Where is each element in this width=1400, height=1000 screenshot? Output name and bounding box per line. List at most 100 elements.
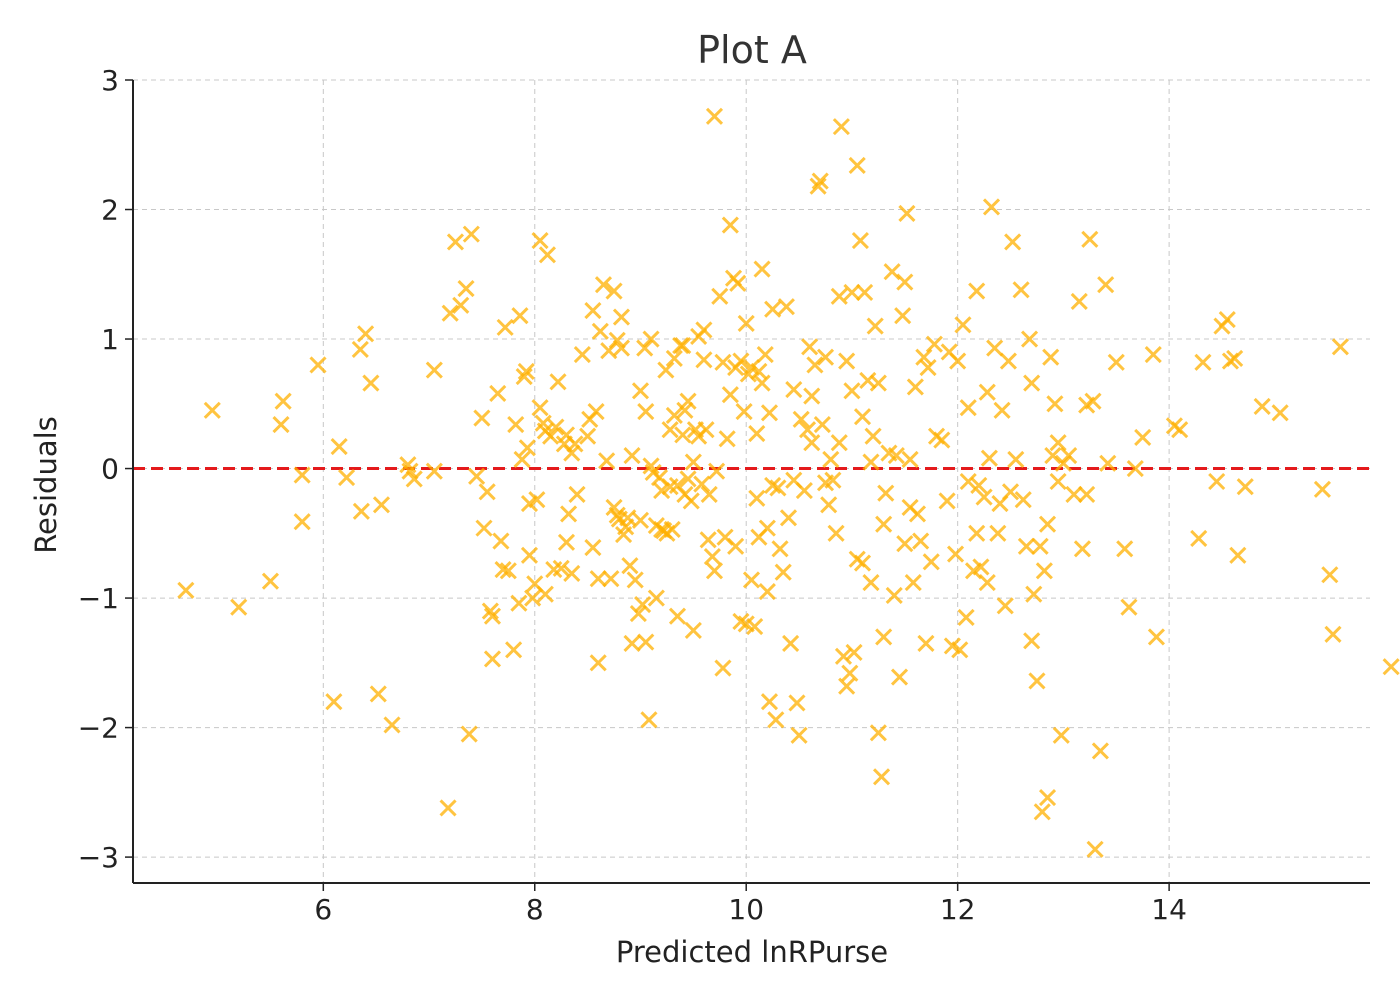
scatter-point (700, 485, 718, 504)
scatter-point (721, 386, 739, 404)
scatter-point (640, 711, 658, 729)
scatter-point (705, 107, 724, 125)
scatter-point (665, 349, 683, 368)
scatter-point (679, 470, 697, 488)
scatter-point (898, 204, 916, 222)
scatter-point (1065, 485, 1083, 504)
scatter-point (589, 654, 607, 672)
scatter-point (441, 304, 459, 322)
scatter-point (505, 641, 523, 659)
scatter-point (513, 450, 531, 469)
scatter-point (631, 382, 650, 400)
scatter-point (993, 401, 1011, 419)
scatter-point (357, 325, 375, 343)
scatter-point (834, 647, 853, 665)
scatter-point (272, 415, 290, 434)
scatter-point (830, 287, 848, 305)
scatter-point (579, 427, 597, 445)
scatter-point (760, 693, 779, 711)
scatter-point (1001, 483, 1020, 501)
scatter-point (714, 659, 732, 677)
y-axis-title: Residuals (29, 416, 63, 554)
scatter-point (511, 307, 529, 325)
scatter-point (674, 336, 692, 355)
scatter-point (524, 589, 542, 607)
scatter-point (1313, 480, 1331, 498)
y-tick-label: −3 (78, 841, 119, 874)
scatter-point (975, 488, 993, 506)
scatter-point (563, 564, 581, 583)
scatter-point (1218, 311, 1236, 329)
scatter-point (1073, 540, 1091, 558)
scatter-point (309, 356, 327, 374)
scatter-point (457, 279, 475, 298)
scatter-point (1049, 434, 1067, 452)
scatter-point (859, 371, 877, 390)
scatter-point (838, 677, 856, 695)
scatter-point (875, 515, 893, 533)
scatter-point (760, 404, 779, 422)
scatter-point (1107, 353, 1125, 371)
scatter-point (230, 598, 248, 616)
scatter-point (626, 571, 644, 589)
scatter-point (563, 444, 581, 462)
scatter-point (507, 415, 525, 434)
scatter-point (547, 418, 565, 436)
scatter-point (483, 650, 502, 668)
scatter-point (1097, 276, 1115, 294)
scatter-point (999, 352, 1017, 370)
scatter-point (816, 348, 835, 366)
scatter-point (515, 368, 533, 386)
scatter-point (949, 352, 967, 370)
scatter-point (598, 452, 616, 470)
scatter-point (989, 524, 1007, 542)
scatter-point (1099, 454, 1117, 472)
scatter-point (372, 496, 391, 514)
scatter-point (869, 374, 887, 392)
scatter-point (764, 476, 782, 494)
scatter-point (460, 725, 478, 743)
scatter-point (1004, 233, 1022, 251)
scatter-point (637, 403, 655, 421)
scatter-point (1046, 395, 1064, 413)
scatter-point (636, 339, 654, 357)
scatter-point (1007, 450, 1025, 469)
scatter-point (589, 570, 607, 588)
scatter-point (325, 693, 343, 711)
scatter-point (605, 282, 623, 300)
scatter-point (1028, 672, 1046, 690)
scatter-point (980, 449, 998, 467)
scatter-point (824, 471, 842, 489)
scatter-point (845, 643, 863, 662)
scatter-point (682, 492, 700, 510)
scatter-point (587, 403, 605, 421)
scatter-point (756, 346, 774, 364)
scatter-point (703, 548, 721, 566)
scatter-point (705, 562, 724, 580)
scatter-point (510, 594, 528, 612)
scatter-point (518, 439, 536, 457)
scatter-point (972, 558, 990, 576)
scatter-point (896, 535, 914, 553)
scatter-point (637, 633, 655, 651)
scatter-point (978, 573, 996, 592)
scatter-point (699, 531, 717, 549)
scatter-point (1044, 447, 1062, 465)
scatter-point (203, 401, 221, 419)
y-tick-label: 3 (101, 64, 119, 97)
scatter-point (665, 406, 683, 425)
scatter-point (1012, 281, 1030, 299)
scatter-point (915, 348, 933, 366)
scatter-point (1144, 346, 1162, 364)
scatter-point (481, 602, 499, 620)
scatter-point (489, 384, 507, 402)
scatter-point (758, 583, 776, 601)
scatter-point (584, 301, 602, 320)
scatter-point (790, 726, 808, 744)
scatter-point (591, 322, 609, 340)
scatter-point (425, 361, 443, 379)
scatter-point (1229, 546, 1247, 564)
scatter-point (1120, 598, 1138, 616)
scatter-point (811, 172, 829, 190)
scatter-point (748, 425, 766, 443)
